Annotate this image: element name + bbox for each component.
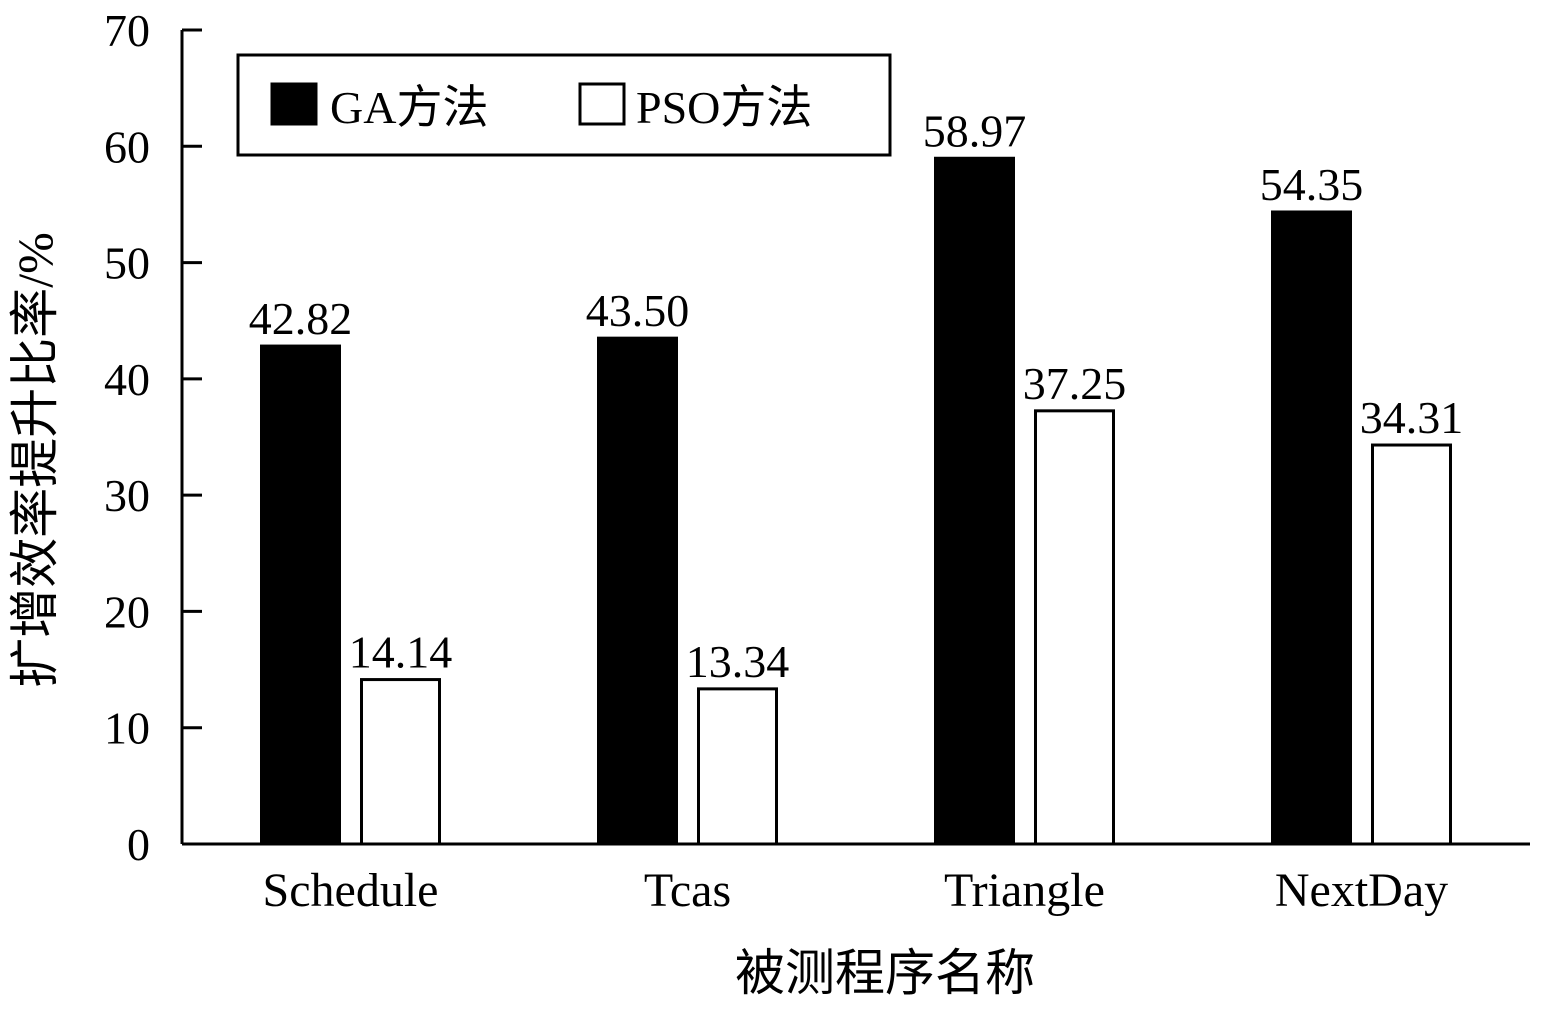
x-tick-label: Tcas [644, 864, 731, 917]
y-tick-label: 10 [104, 703, 150, 754]
legend: GA方法 PSO方法 [236, 53, 892, 157]
y-axis: 0 10 20 30 40 50 60 70 [104, 5, 202, 870]
data-label: 58.97 [923, 105, 1027, 156]
value-labels: 42.82 14.14 43.50 13.34 58.97 37.25 54.35 34.31 [249, 105, 1464, 687]
bar-ga [597, 336, 678, 846]
data-label: 14.14 [349, 627, 453, 678]
data-label: 42.82 [249, 293, 353, 344]
y-tick-label: 50 [104, 238, 150, 289]
bar-ga [934, 156, 1015, 846]
bar-pso [1371, 443, 1452, 846]
data-label: 34.31 [1360, 392, 1464, 443]
legend-label-ga: GA方法 [330, 82, 488, 133]
y-axis-title: 扩增效率提升比率/% [7, 232, 63, 688]
x-axis-title: 被测程序名称 [735, 945, 1035, 1001]
data-label: 43.50 [586, 285, 690, 336]
y-tick-label: 70 [104, 5, 150, 56]
legend-label-pso: PSO方法 [636, 82, 812, 133]
y-tick-label: 20 [104, 586, 150, 637]
data-label: 54.35 [1260, 159, 1364, 210]
bar-ga [260, 344, 341, 846]
x-tick-label: Schedule [263, 864, 439, 917]
y-tick-label: 40 [104, 354, 150, 405]
legend-box [236, 53, 892, 157]
x-tick-label: Triangle [944, 864, 1105, 917]
bar-pso [1034, 409, 1115, 846]
bar-pso [697, 687, 778, 846]
legend-swatch-pso [578, 82, 626, 126]
y-tick-label: 0 [127, 819, 150, 870]
bars [260, 156, 1452, 846]
bar-ga [1271, 210, 1352, 846]
y-tick-label: 60 [104, 121, 150, 172]
bar-pso [360, 678, 441, 846]
legend-swatch-ga [270, 82, 318, 126]
data-label: 13.34 [686, 636, 790, 687]
x-tick-label: NextDay [1275, 864, 1448, 917]
data-label: 37.25 [1023, 358, 1127, 409]
y-tick-label: 30 [104, 470, 150, 521]
x-axis: Schedule Tcas Triangle NextDay [182, 842, 1530, 917]
